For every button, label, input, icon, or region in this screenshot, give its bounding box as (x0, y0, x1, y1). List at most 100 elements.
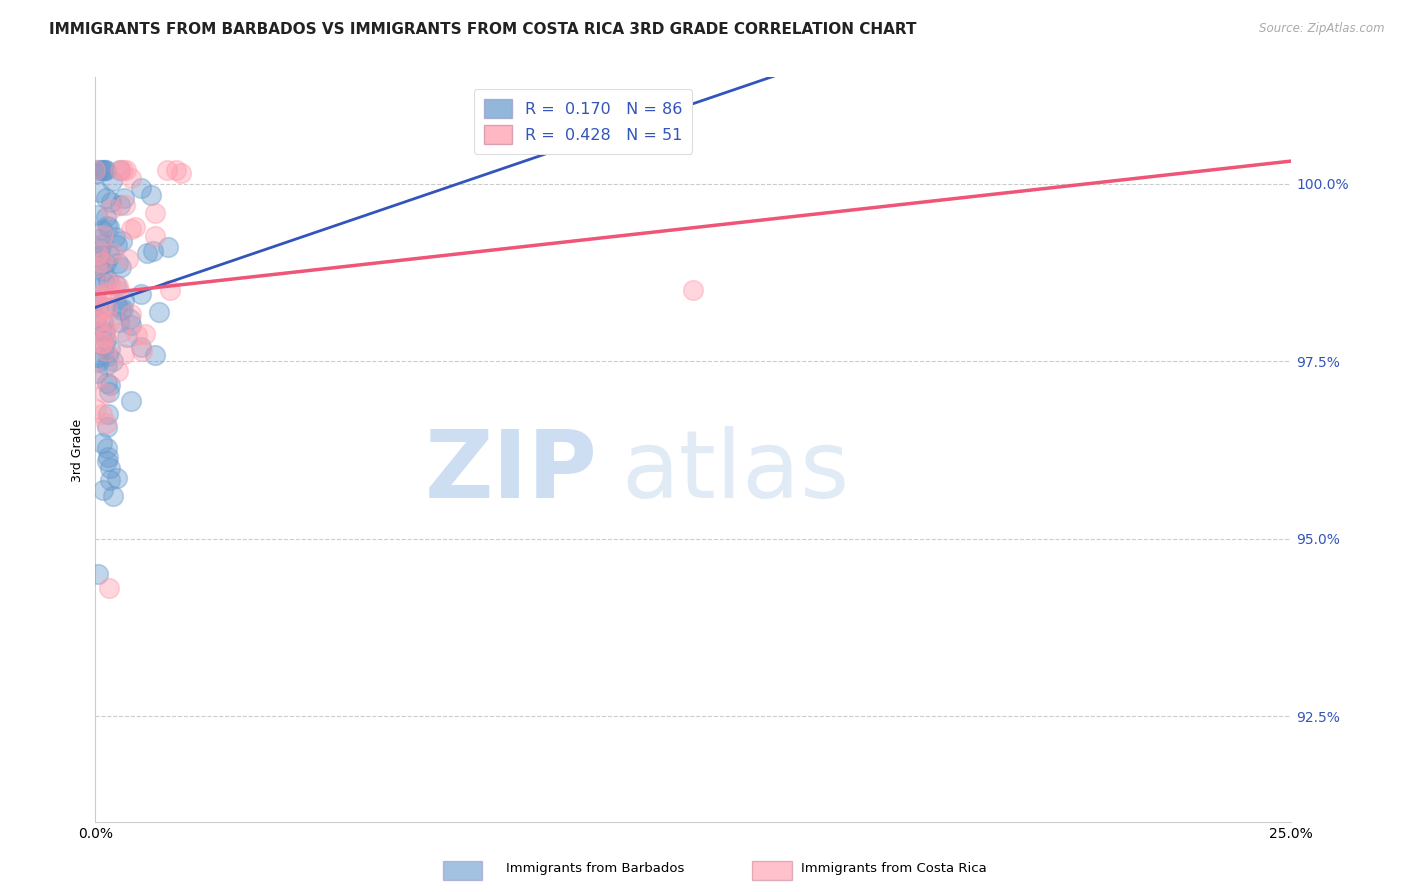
Point (86, 308, 108, 322)
Point (86, 166, 108, 180)
Point (84, 274, 107, 288)
Point (97, 219, 120, 234)
Point (682, 283, 704, 297)
Point (98, 276, 121, 290)
Point (111, 162, 134, 177)
Point (104, 230, 127, 244)
Point (93, 275, 115, 289)
Point (96, 286, 118, 301)
Point (94, 333, 117, 347)
Point (96, 256, 118, 270)
Point (108, 285, 131, 299)
Point (91, 324, 114, 338)
Point (170, 166, 193, 180)
Point (87, 299, 110, 313)
Point (93, 385, 115, 400)
Point (142, 244, 165, 258)
Point (84, 288, 107, 302)
Point (108, 198, 131, 212)
Text: IMMIGRANTS FROM BARBADOS VS IMMIGRANTS FROM COSTA RICA 3RD GRADE CORRELATION CHA: IMMIGRANTS FROM BARBADOS VS IMMIGRANTS F… (49, 22, 917, 37)
Point (148, 304, 170, 318)
Point (101, 246, 124, 260)
Point (89, 259, 111, 273)
Point (110, 260, 132, 275)
Point (96, 301, 118, 316)
Point (96, 419, 118, 434)
Point (93, 338, 115, 352)
Point (110, 325, 132, 339)
Point (86, 162, 108, 177)
Point (114, 198, 136, 212)
Point (165, 162, 187, 177)
Point (100, 202, 122, 216)
Point (120, 393, 142, 408)
Point (87, 354, 110, 368)
Point (125, 328, 148, 343)
Point (129, 286, 152, 301)
Point (90, 253, 112, 268)
Point (129, 340, 152, 354)
Point (87, 567, 110, 582)
Point (108, 314, 131, 328)
Point (97, 273, 120, 287)
Point (96, 219, 118, 234)
Point (105, 238, 128, 252)
Point (98, 473, 121, 487)
Point (139, 188, 162, 202)
Point (107, 255, 129, 269)
Point (94, 416, 117, 430)
Point (87, 185, 110, 199)
Point (94, 300, 117, 314)
Text: Source: ZipAtlas.com: Source: ZipAtlas.com (1260, 22, 1385, 36)
Point (98, 342, 121, 356)
Point (143, 206, 166, 220)
Text: Immigrants from Barbados: Immigrants from Barbados (506, 863, 685, 875)
Point (91, 335, 114, 350)
Point (91, 228, 114, 243)
Point (90, 162, 112, 177)
Point (101, 489, 124, 503)
Point (155, 162, 177, 177)
Text: atlas: atlas (621, 426, 849, 518)
Point (91, 315, 114, 329)
Point (91, 223, 114, 237)
Point (91, 407, 114, 421)
Point (157, 240, 180, 254)
Point (96, 454, 118, 468)
Point (105, 299, 128, 313)
Point (89, 241, 111, 255)
Point (89, 162, 111, 177)
Point (98, 378, 121, 392)
Text: Immigrants from Costa Rica: Immigrants from Costa Rica (801, 863, 987, 875)
Point (90, 335, 112, 350)
Point (120, 171, 142, 186)
Point (112, 347, 135, 361)
Point (97, 450, 120, 465)
Point (98, 314, 121, 328)
Legend: R =  0.170   N = 86, R =  0.428   N = 51: R = 0.170 N = 86, R = 0.428 N = 51 (474, 89, 692, 153)
Point (96, 358, 118, 372)
Point (97, 349, 120, 363)
Point (97, 582, 120, 596)
Point (93, 162, 115, 177)
Point (93, 330, 115, 344)
Point (86, 315, 108, 329)
Text: ZIP: ZIP (425, 426, 598, 518)
Point (131, 343, 153, 358)
Point (112, 301, 135, 316)
Point (98, 460, 121, 475)
Point (94, 343, 117, 358)
Point (93, 162, 115, 177)
Point (87, 350, 110, 364)
Point (111, 234, 134, 248)
Point (94, 162, 117, 177)
Point (120, 318, 142, 332)
Y-axis label: 3rd Grade: 3rd Grade (72, 418, 84, 482)
Point (94, 210, 117, 224)
Point (124, 220, 146, 235)
Point (100, 174, 122, 188)
Point (134, 327, 156, 342)
Point (120, 221, 142, 235)
Point (94, 191, 117, 205)
Point (86, 293, 108, 308)
